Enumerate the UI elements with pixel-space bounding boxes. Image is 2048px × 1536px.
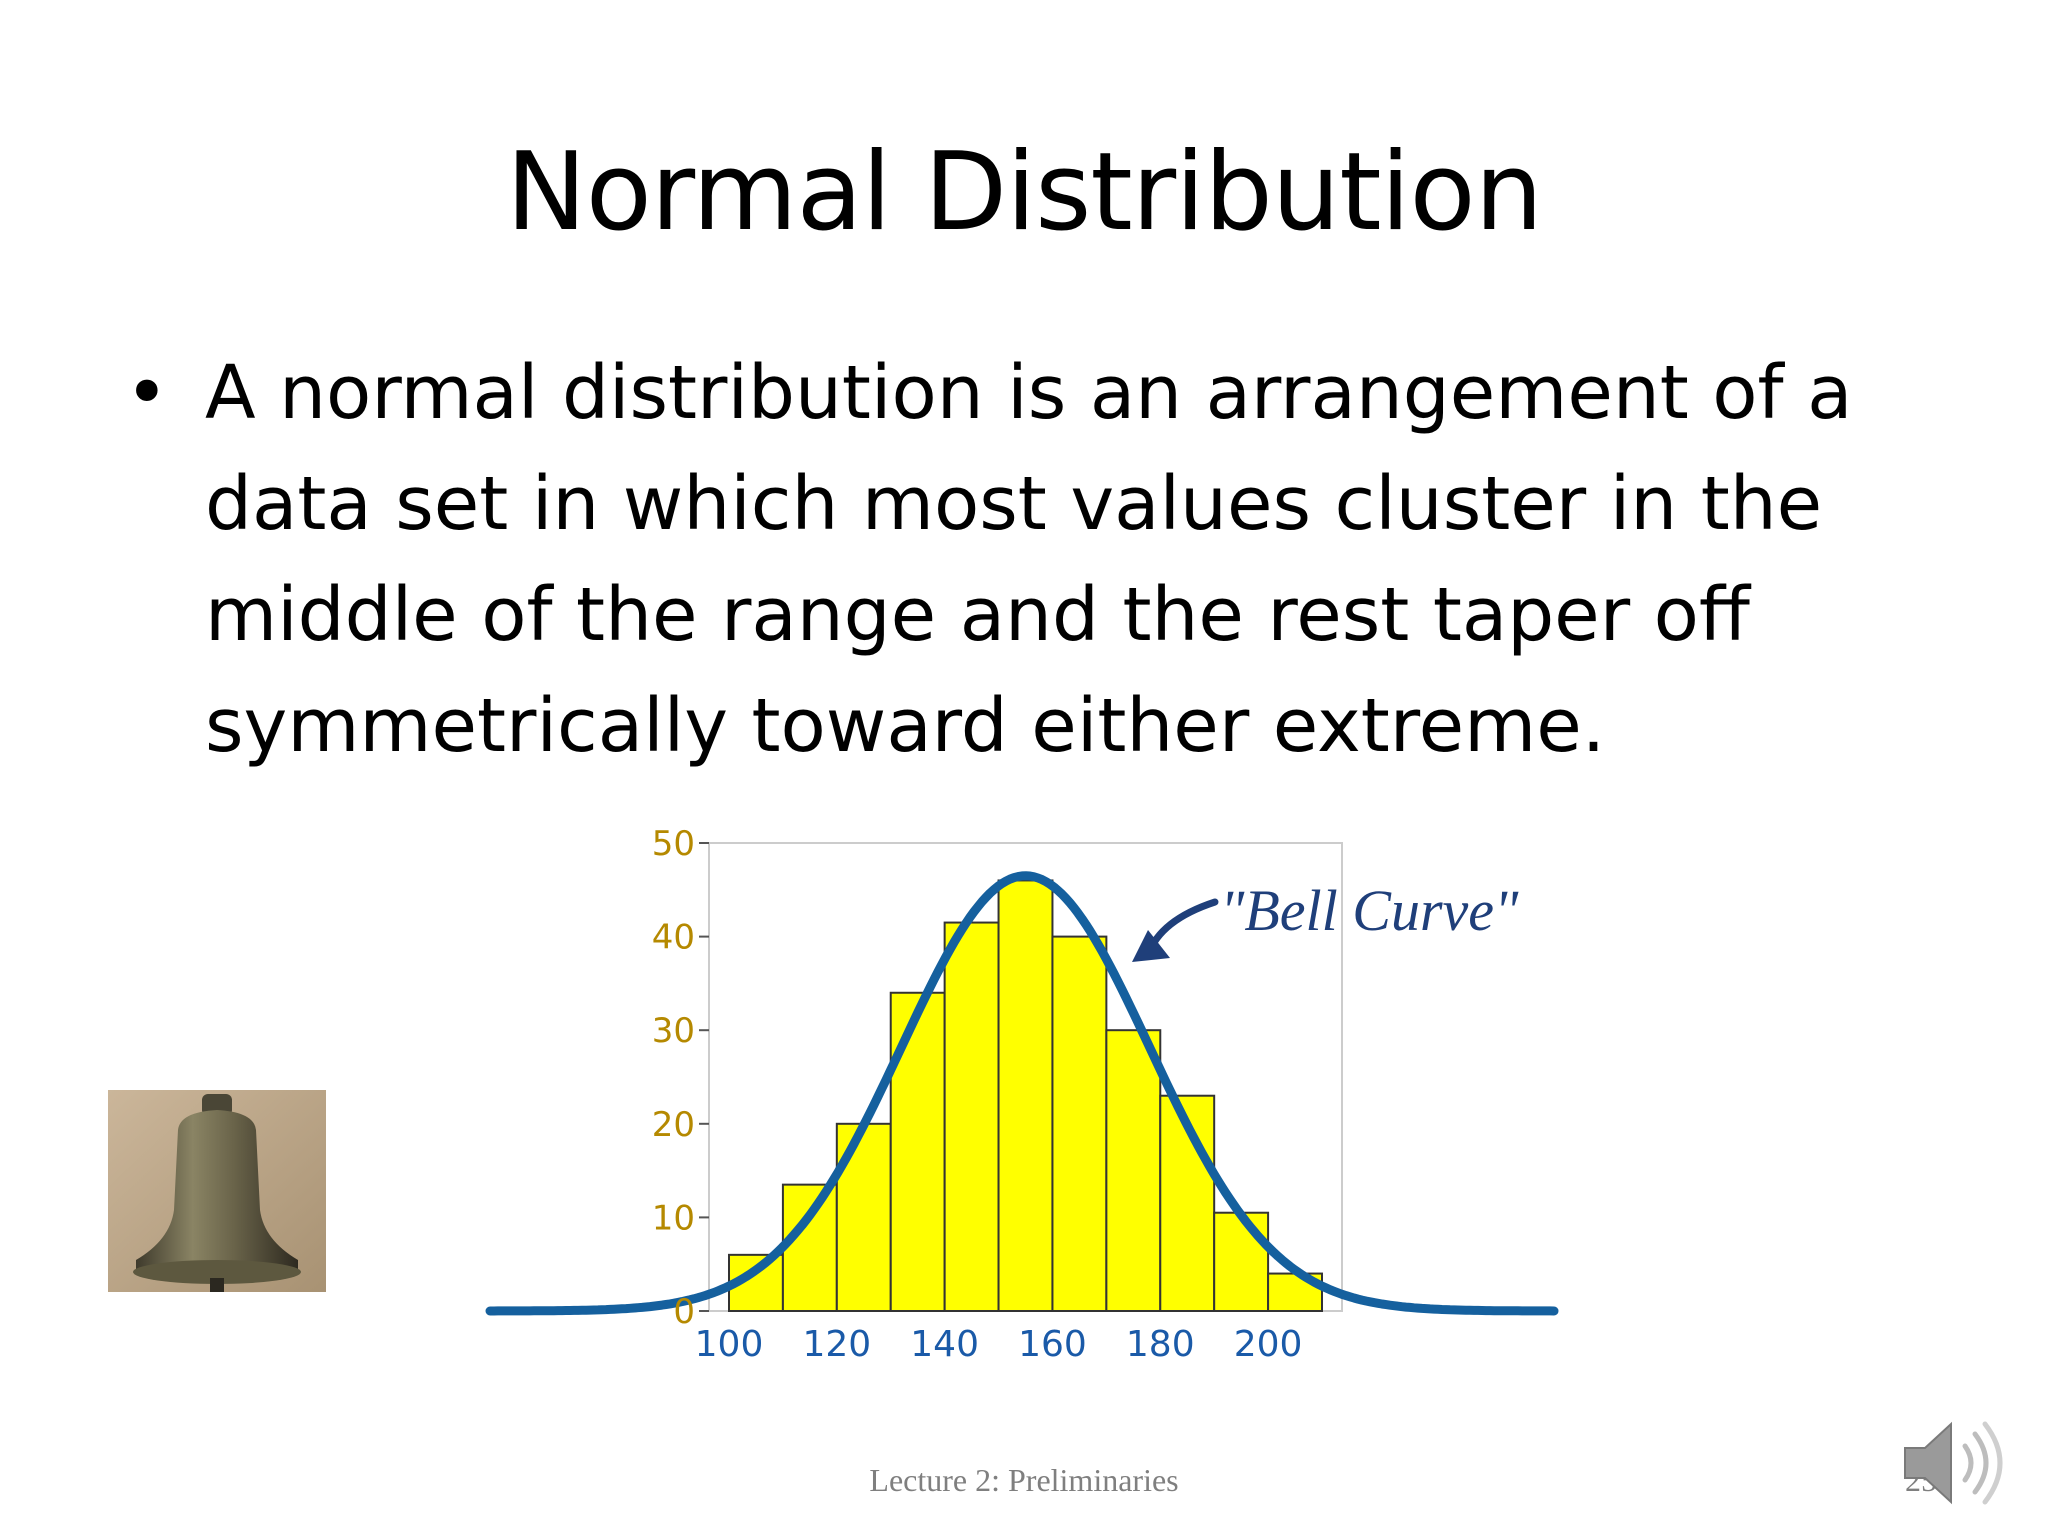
- bar-170-180: [1105, 1029, 1162, 1312]
- speaker-icon[interactable]: [1895, 1418, 2025, 1508]
- bar-150-160: [997, 879, 1054, 1312]
- bell-curve-annotation: "Bell Curve": [1220, 878, 1519, 943]
- x-tick-label-120: 120: [802, 1324, 871, 1365]
- x-tick-label-140: 140: [910, 1324, 979, 1365]
- x-tick-label-160: 160: [1018, 1324, 1087, 1365]
- bell-photo: [108, 1090, 326, 1292]
- y-tick-label-40: 40: [652, 918, 695, 958]
- x-axis: 100 120 140 160 180 200: [695, 1324, 1303, 1365]
- y-tick-label-10: 10: [652, 1198, 695, 1238]
- bar-140-150: [943, 921, 1000, 1312]
- bullet-paragraph: • A normal distribution is an arrangemen…: [125, 338, 1925, 782]
- histogram-chart: 0 10 20 30 40 50 100 120 140 160 180 200 "Bell Cur…: [485, 824, 1559, 1365]
- x-tick-label-180: 180: [1126, 1324, 1195, 1365]
- footer-text: Lecture 2: Preliminaries: [869, 1462, 1179, 1498]
- bar-190-200: [1213, 1211, 1270, 1312]
- y-tick-label-50: 50: [652, 824, 695, 864]
- bullet-dot: •: [125, 350, 169, 436]
- bar-160-170: [1051, 935, 1108, 1312]
- bullet-text: A normal distribution is an arrangement …: [205, 350, 1853, 769]
- y-tick-label-0: 0: [673, 1292, 695, 1332]
- bar-130-140: [889, 991, 946, 1312]
- slide-title: Normal Distribution: [505, 130, 1543, 255]
- annotation-arrowhead: [1132, 930, 1170, 962]
- y-tick-label-20: 20: [652, 1105, 695, 1145]
- y-tick-label-30: 30: [652, 1011, 695, 1051]
- bars: [728, 879, 1323, 1313]
- bell-curve-line: [485, 871, 1559, 1316]
- x-tick-label-100: 100: [695, 1324, 764, 1365]
- bar-110-120: [781, 1183, 838, 1313]
- x-tick-label-200: 200: [1234, 1324, 1303, 1365]
- y-axis: 0 10 20 30 40 50: [652, 824, 709, 1332]
